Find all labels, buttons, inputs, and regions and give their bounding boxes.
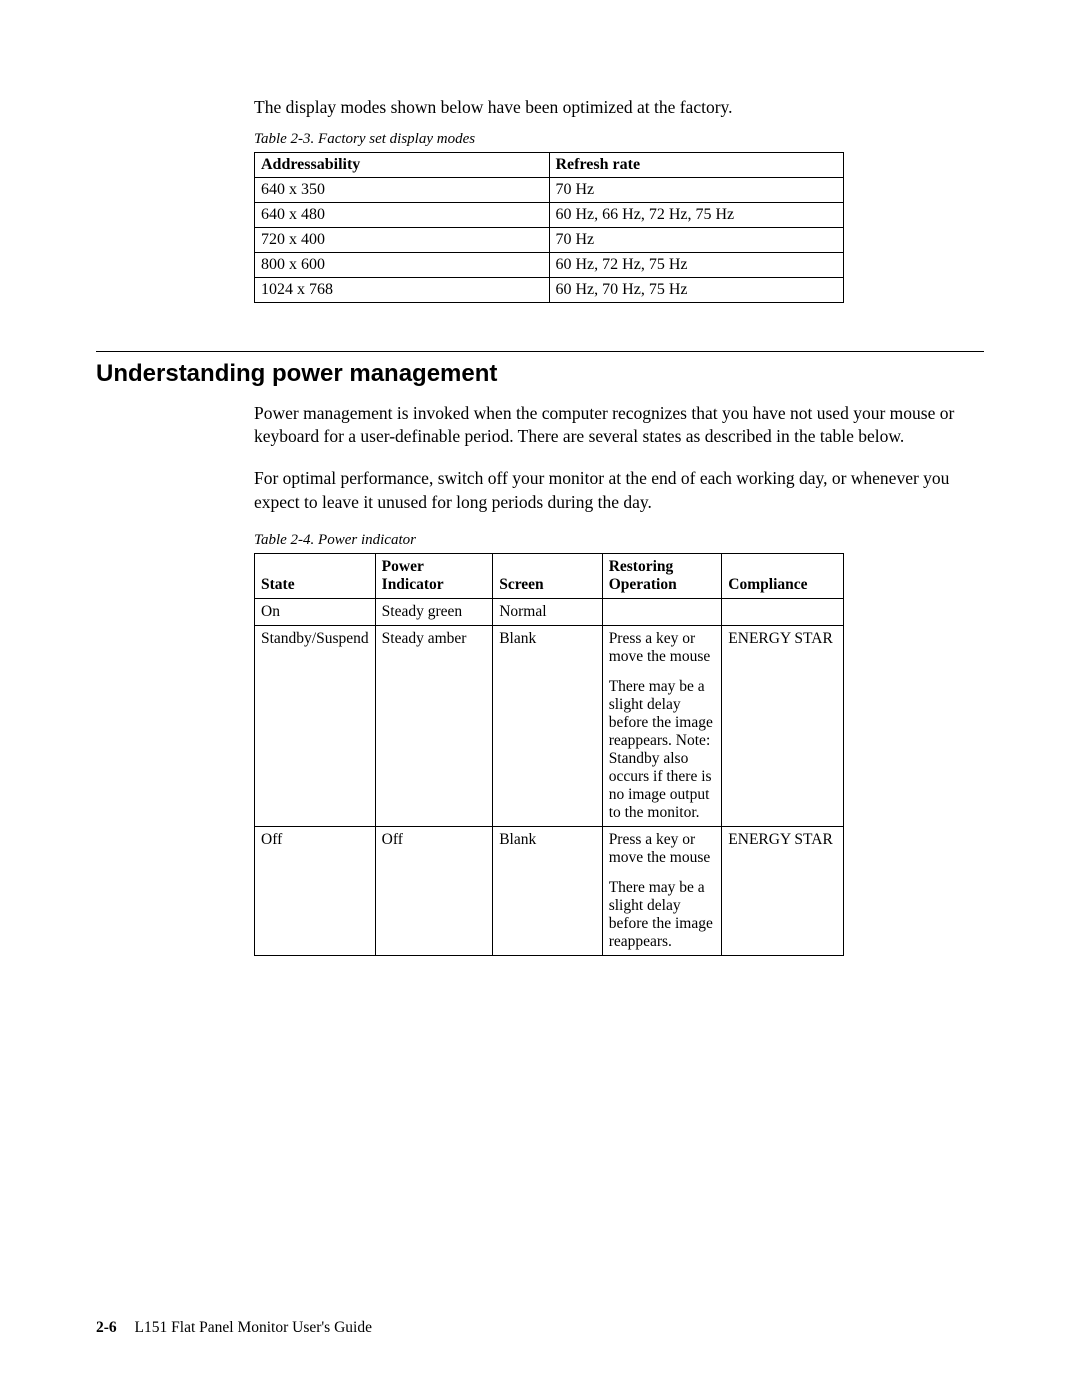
table2-col-restoring: Restoring Operation: [602, 554, 722, 599]
cell-refresh: 60 Hz, 66 Hz, 72 Hz, 75 Hz: [549, 202, 844, 227]
table2-col-compliance: Compliance: [722, 554, 844, 599]
table1-col-refresh: Refresh rate: [549, 152, 844, 177]
cell-refresh: 60 Hz, 70 Hz, 75 Hz: [549, 277, 844, 302]
cell-screen: Blank: [493, 827, 602, 956]
table1-caption: Table 2-3. Factory set display modes: [254, 131, 984, 148]
paragraph-1: Power management is invoked when the com…: [254, 402, 984, 449]
cell-addressability: 720 x 400: [255, 227, 550, 252]
cell-addressability: 800 x 600: [255, 252, 550, 277]
restore-p1: Press a key or move the mouse: [609, 831, 716, 867]
table2-col-power-indicator: Power Indicator: [375, 554, 493, 599]
table-row: Standby/Suspend Steady amber Blank Press…: [255, 626, 844, 827]
table-row: 640 x 350 70 Hz: [255, 177, 844, 202]
restore-p2: There may be a slight delay before the i…: [609, 879, 716, 951]
table-row: 800 x 600 60 Hz, 72 Hz, 75 Hz: [255, 252, 844, 277]
restore-p2: There may be a slight delay before the i…: [609, 678, 716, 822]
cell-power-indicator: Steady green: [375, 599, 493, 626]
cell-refresh: 70 Hz: [549, 177, 844, 202]
cell-addressability: 640 x 350: [255, 177, 550, 202]
restore-p1: Press a key or move the mouse: [609, 630, 716, 666]
table1-col-addressability: Addressability: [255, 152, 550, 177]
intro-text: The display modes shown below have been …: [254, 96, 984, 119]
table-row: 720 x 400 70 Hz: [255, 227, 844, 252]
content-block-top: The display modes shown below have been …: [254, 96, 984, 303]
cell-state: Standby/Suspend: [255, 626, 376, 827]
table2-caption: Table 2-4. Power indicator: [254, 532, 984, 549]
cell-power-indicator: Off: [375, 827, 493, 956]
cell-refresh: 70 Hz: [549, 227, 844, 252]
table-row: 1024 x 768 60 Hz, 70 Hz, 75 Hz: [255, 277, 844, 302]
table2-col-screen: Screen: [493, 554, 602, 599]
table-row: 640 x 480 60 Hz, 66 Hz, 72 Hz, 75 Hz: [255, 202, 844, 227]
restoring-line2: Operation: [609, 576, 677, 593]
cell-power-indicator: Steady amber: [375, 626, 493, 827]
section-heading: Understanding power management: [96, 360, 984, 388]
table-row: On Steady green Normal: [255, 599, 844, 626]
cell-restoring: [602, 599, 722, 626]
footer-title: L151 Flat Panel Monitor User's Guide: [135, 1319, 372, 1336]
cell-addressability: 640 x 480: [255, 202, 550, 227]
cell-screen: Blank: [493, 626, 602, 827]
cell-restoring: Press a key or move the mouse There may …: [602, 827, 722, 956]
cell-addressability: 1024 x 768: [255, 277, 550, 302]
power-indicator-table: State Power Indicator Screen Restoring O…: [254, 553, 844, 956]
page-footer: 2-6 L151 Flat Panel Monitor User's Guide: [96, 1319, 372, 1337]
cell-compliance: ENERGY STAR: [722, 827, 844, 956]
cell-compliance: ENERGY STAR: [722, 626, 844, 827]
cell-state: Off: [255, 827, 376, 956]
display-modes-table: Addressability Refresh rate 640 x 350 70…: [254, 152, 844, 303]
cell-screen: Normal: [493, 599, 602, 626]
section-divider: [96, 351, 984, 352]
table2-col-state: State: [255, 554, 376, 599]
page-number: 2-6: [96, 1319, 117, 1336]
paragraph-2: For optimal performance, switch off your…: [254, 467, 984, 514]
content-block-bottom: Power management is invoked when the com…: [254, 402, 984, 957]
cell-refresh: 60 Hz, 72 Hz, 75 Hz: [549, 252, 844, 277]
cell-restoring: Press a key or move the mouse There may …: [602, 626, 722, 827]
cell-state: On: [255, 599, 376, 626]
page: The display modes shown below have been …: [0, 0, 1080, 1397]
table-row: Off Off Blank Press a key or move the mo…: [255, 827, 844, 956]
cell-compliance: [722, 599, 844, 626]
restoring-line1: Restoring: [609, 558, 674, 575]
